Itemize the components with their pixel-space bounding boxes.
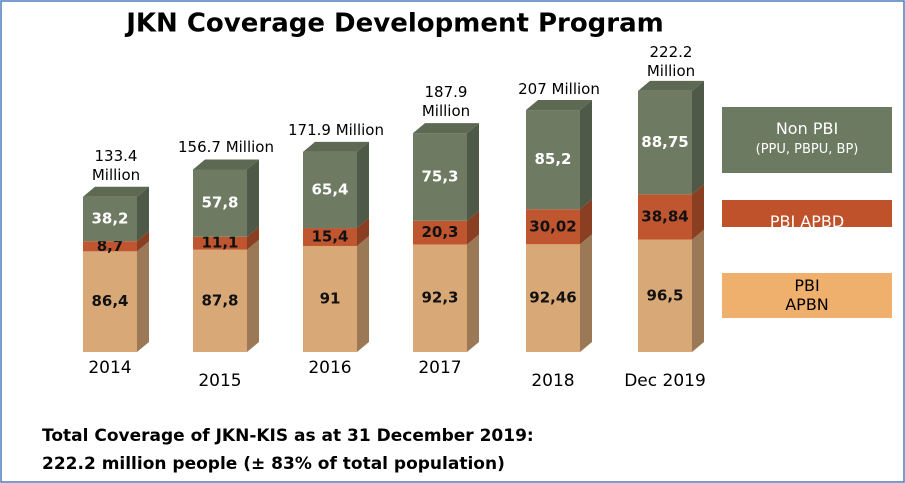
bar-side — [467, 210, 479, 245]
x-tick-label: 2016 — [308, 358, 351, 378]
value-label: 85,2 — [534, 150, 571, 168]
bar-segment — [526, 110, 580, 210]
value-label: 11,1 — [201, 234, 238, 252]
value-label: 20,3 — [421, 223, 458, 241]
total-label: 133.4 Million — [91, 146, 141, 184]
total-label: 156.7 Million — [177, 138, 274, 157]
value-label: 38,84 — [641, 207, 688, 225]
bar-segment — [638, 239, 692, 352]
value-label: 38,2 — [91, 209, 128, 227]
legend-label: Non PBI — [775, 119, 839, 138]
bar-side — [580, 234, 592, 352]
legend-item: PBI APBN — [722, 273, 892, 318]
bar-segment — [303, 228, 357, 246]
bar-top — [83, 186, 149, 197]
total-label: 187.9 Million — [421, 83, 471, 121]
note: 222.2 million people (± 83% of total pop… — [42, 454, 505, 474]
note: Total Coverage of JKN-KIS as at 31 Decem… — [42, 426, 534, 446]
bar-segment — [413, 220, 467, 245]
bar-side — [247, 159, 259, 237]
value-label: 96,5 — [646, 286, 683, 304]
value-label: 86,4 — [91, 292, 128, 310]
value-label: 91 — [320, 289, 341, 307]
bar-segment — [526, 244, 580, 352]
value-label: 75,3 — [421, 167, 458, 185]
x-tick-label: 2014 — [88, 358, 131, 378]
chart-title: JKN Coverage Development Program — [124, 9, 664, 39]
bar-segment — [303, 245, 357, 352]
bar-segment — [193, 249, 247, 352]
bar-side — [247, 239, 259, 352]
bar-segment — [638, 90, 692, 195]
bar-segment — [413, 244, 467, 352]
bar-side — [137, 241, 149, 352]
bar-side — [692, 184, 704, 240]
bar-segment — [526, 209, 580, 245]
bar-side — [580, 100, 592, 210]
x-tick-label: 2018 — [531, 371, 574, 391]
bar-top — [413, 123, 479, 134]
value-label: 92,3 — [421, 289, 458, 307]
bar-side — [247, 226, 259, 250]
bar-top — [303, 141, 369, 152]
value-label: 57,8 — [201, 194, 238, 212]
x-tick-label: 2015 — [198, 371, 241, 391]
bar-side — [692, 80, 704, 195]
bar-segment — [193, 169, 247, 237]
bar-side — [467, 234, 479, 352]
value-label: 87,8 — [201, 291, 238, 309]
bar-side — [357, 235, 369, 352]
bar-side — [692, 229, 704, 352]
x-tick-label: 2017 — [418, 358, 461, 378]
value-label: 88,75 — [641, 133, 688, 151]
bar-top — [638, 80, 704, 91]
value-label: 8,7 — [97, 237, 124, 255]
bar-side — [137, 186, 149, 242]
value-label: 30,02 — [529, 217, 576, 235]
legend-item: Non PBI (PPU, PBPU, BP) — [722, 107, 892, 173]
bar-top — [193, 159, 259, 170]
bar-segment — [413, 133, 467, 221]
bar-segment — [303, 151, 357, 229]
total-label: 222.2 Million — [646, 43, 696, 81]
legend-label: PBI APBN — [785, 276, 829, 314]
bar-segment — [83, 241, 137, 252]
legend-label: PBI APBD — [769, 212, 845, 227]
bar-side — [357, 141, 369, 229]
x-tick-label: Dec 2019 — [624, 371, 706, 391]
bar-segment — [193, 236, 247, 250]
bar-segment — [83, 196, 137, 242]
total-label: 171.9 Million — [287, 120, 384, 139]
value-label: 65,4 — [311, 180, 348, 198]
bar-side — [467, 123, 479, 221]
value-label: 92,46 — [529, 289, 576, 307]
bar-side — [137, 231, 149, 252]
total-label: 207 Million — [518, 79, 600, 98]
bar-segment — [638, 194, 692, 240]
value-label: 15,4 — [311, 228, 348, 246]
bar-top — [526, 100, 592, 111]
bar-segment — [83, 251, 137, 352]
bar-side — [357, 218, 369, 246]
bar-side — [580, 199, 592, 245]
legend-item: PBI APBD — [722, 200, 892, 227]
legend-note: (PPU, PBPU, BP) — [755, 142, 859, 157]
